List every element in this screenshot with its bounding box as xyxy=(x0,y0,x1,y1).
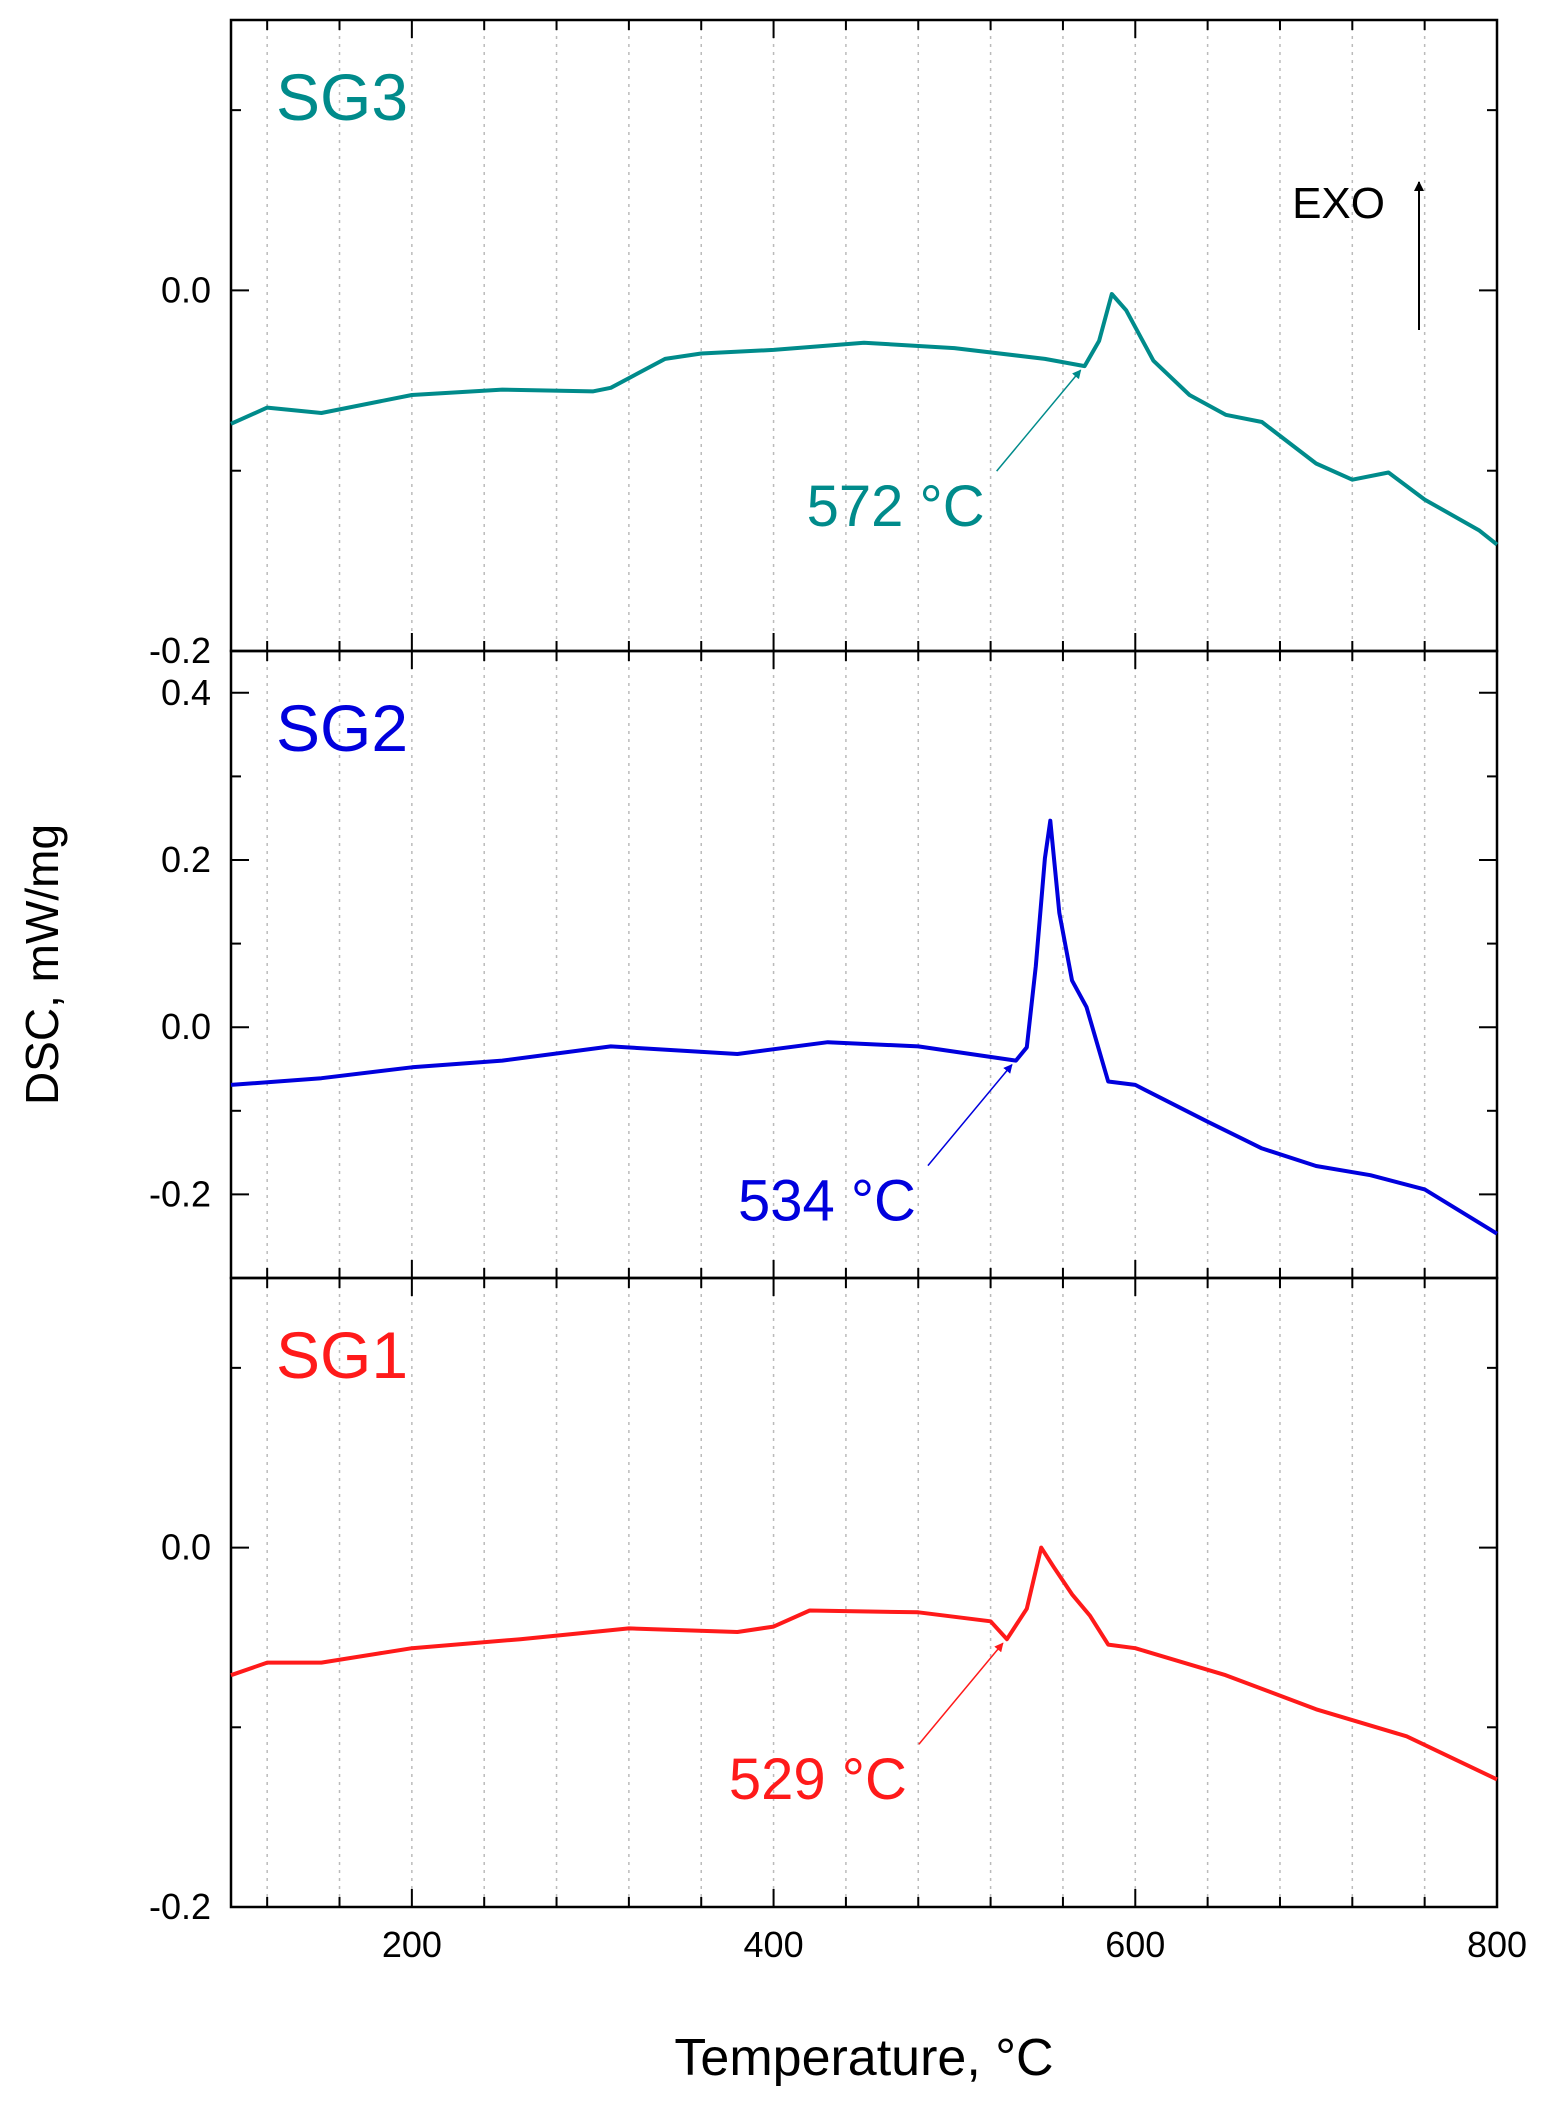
series-label: SG1 xyxy=(276,1318,408,1392)
series-line xyxy=(230,818,1499,1236)
plot-frame xyxy=(229,1276,1499,1909)
series-label: SG3 xyxy=(276,60,408,134)
y-axis-label: DSC, mW/mg xyxy=(16,824,68,1105)
y-tick-label: 0.0 xyxy=(161,1527,211,1568)
annotation-arrow xyxy=(996,369,1082,472)
series-line xyxy=(230,1545,1498,1782)
y-tick-label: 0.0 xyxy=(161,269,211,310)
annotation-label: 529 °C xyxy=(729,1747,907,1812)
x-tick-label: 400 xyxy=(744,1924,804,1965)
series-line xyxy=(230,292,1499,547)
y-tick-label: -0.2 xyxy=(149,1173,211,1214)
y-tick-label: 0.2 xyxy=(161,839,211,880)
exo-label: EXO xyxy=(1292,179,1385,228)
annotation-arrow xyxy=(918,1642,1004,1745)
y-tick-label: 0.4 xyxy=(161,672,211,713)
annotation-arrow xyxy=(927,1063,1013,1167)
x-axis-label: Temperature, °C xyxy=(674,2029,1053,2087)
annotation-label: 572 °C xyxy=(807,474,985,539)
plot-frame xyxy=(229,18,1499,653)
series-label: SG2 xyxy=(276,691,408,765)
y-tick-label: -0.2 xyxy=(149,630,211,671)
x-tick-label: 200 xyxy=(382,1924,442,1965)
y-tick-label: -0.2 xyxy=(149,1886,211,1927)
annotation-label: 534 °C xyxy=(738,1169,916,1234)
y-tick-label: 0.0 xyxy=(161,1006,211,1047)
x-tick-label: 600 xyxy=(1105,1924,1165,1965)
x-tick-label: 800 xyxy=(1467,1924,1527,1965)
